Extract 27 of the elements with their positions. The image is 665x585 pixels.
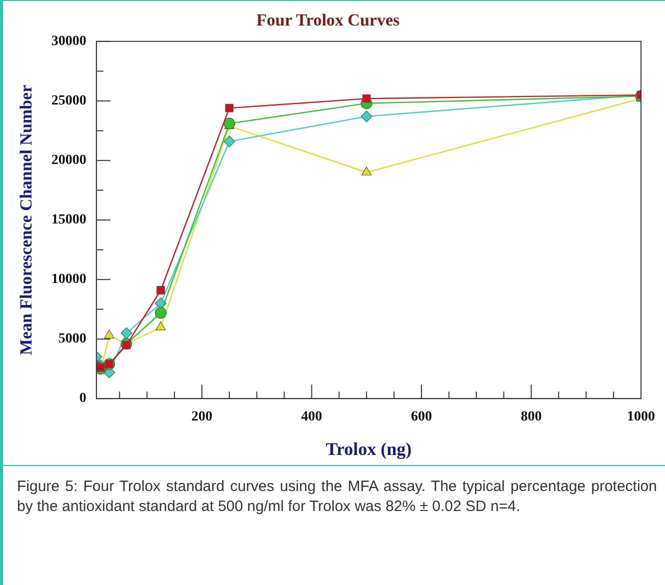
point (361, 166, 372, 176)
x-tick-label: 1000 (627, 410, 655, 425)
caption: Figure 5: Four Trolox standard curves using the MFA assay. The typical percentage protection by the antioxidant standard at 500 ng/ml for Trolox was 82% ± 0.02 SD n=4. (17, 477, 657, 517)
point (156, 286, 165, 294)
y-tick-label: 15000 (51, 212, 86, 228)
y-tick-label: 5000 (58, 332, 86, 347)
y-tick-label: 25000 (51, 94, 86, 109)
x-axis-title: Trolox (ng) (326, 438, 412, 459)
x-tick-label: 800 (520, 410, 542, 425)
point (225, 104, 234, 112)
point (122, 340, 131, 350)
y-axis-title: Mean Fluorescence Channel Number (16, 84, 36, 356)
chart-title: Four Trolox Curves (256, 10, 400, 30)
point (360, 110, 372, 122)
x-tick-label: 200 (191, 410, 212, 425)
y-tick-label: 20000 (51, 153, 86, 168)
point (224, 136, 236, 148)
point (104, 330, 114, 339)
point (120, 327, 132, 339)
point (154, 307, 167, 319)
point (156, 321, 166, 330)
point (362, 94, 371, 103)
x-tick-label: 600 (410, 410, 432, 425)
y-tick-label: 10000 (51, 272, 86, 288)
y-tick-label: 30000 (51, 34, 86, 50)
x-tick-label: 400 (301, 410, 322, 425)
y-tick-label: 0 (79, 391, 86, 406)
